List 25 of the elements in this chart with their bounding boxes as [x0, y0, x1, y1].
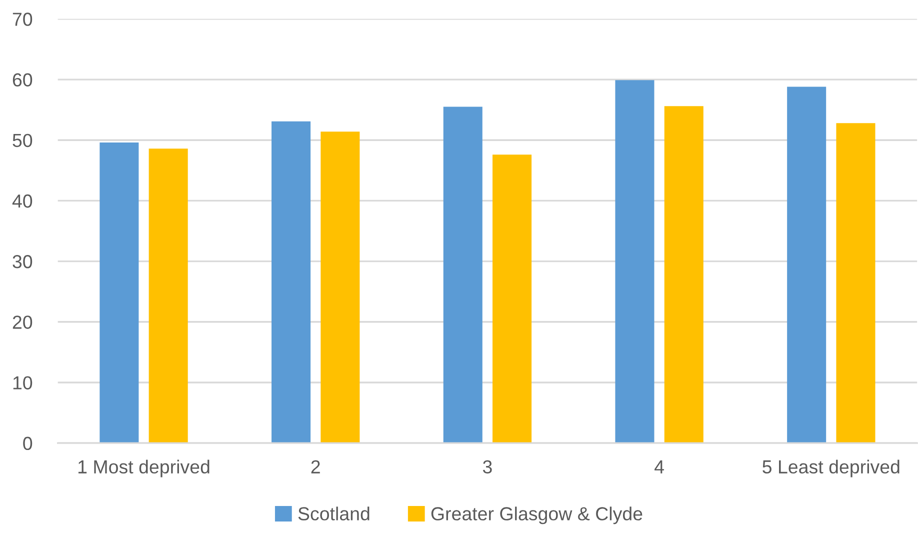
x-tick-label: 3: [482, 460, 492, 474]
y-tick-label: 70: [12, 12, 32, 26]
bar: [492, 154, 532, 444]
bar: [615, 80, 654, 444]
bar: [148, 148, 188, 444]
bar: [320, 132, 360, 444]
legend-label: Greater Glasgow & Clyde: [431, 506, 642, 524]
legend-label: Scotland: [298, 506, 370, 520]
y-tick-label: 20: [12, 316, 32, 329]
y-tick-label: 40: [12, 194, 32, 208]
y-tick-label: 0: [23, 436, 32, 450]
bar: [443, 106, 482, 444]
y-tick-label: 50: [12, 134, 32, 148]
bar: [787, 86, 826, 444]
x-tick-label: 4: [654, 460, 664, 474]
bar: [100, 142, 139, 444]
y-tick-label: 10: [13, 376, 32, 390]
bar: [272, 121, 311, 444]
x-tick-label: 5 Least deprived: [762, 460, 900, 478]
bar: [664, 106, 704, 444]
x-tick-label: 1 Most deprived: [78, 460, 210, 478]
y-tick-label: 30: [12, 255, 32, 268]
y-tick-label: 60: [12, 73, 32, 87]
bar: [836, 123, 876, 444]
x-tick-label: 2: [311, 460, 320, 474]
